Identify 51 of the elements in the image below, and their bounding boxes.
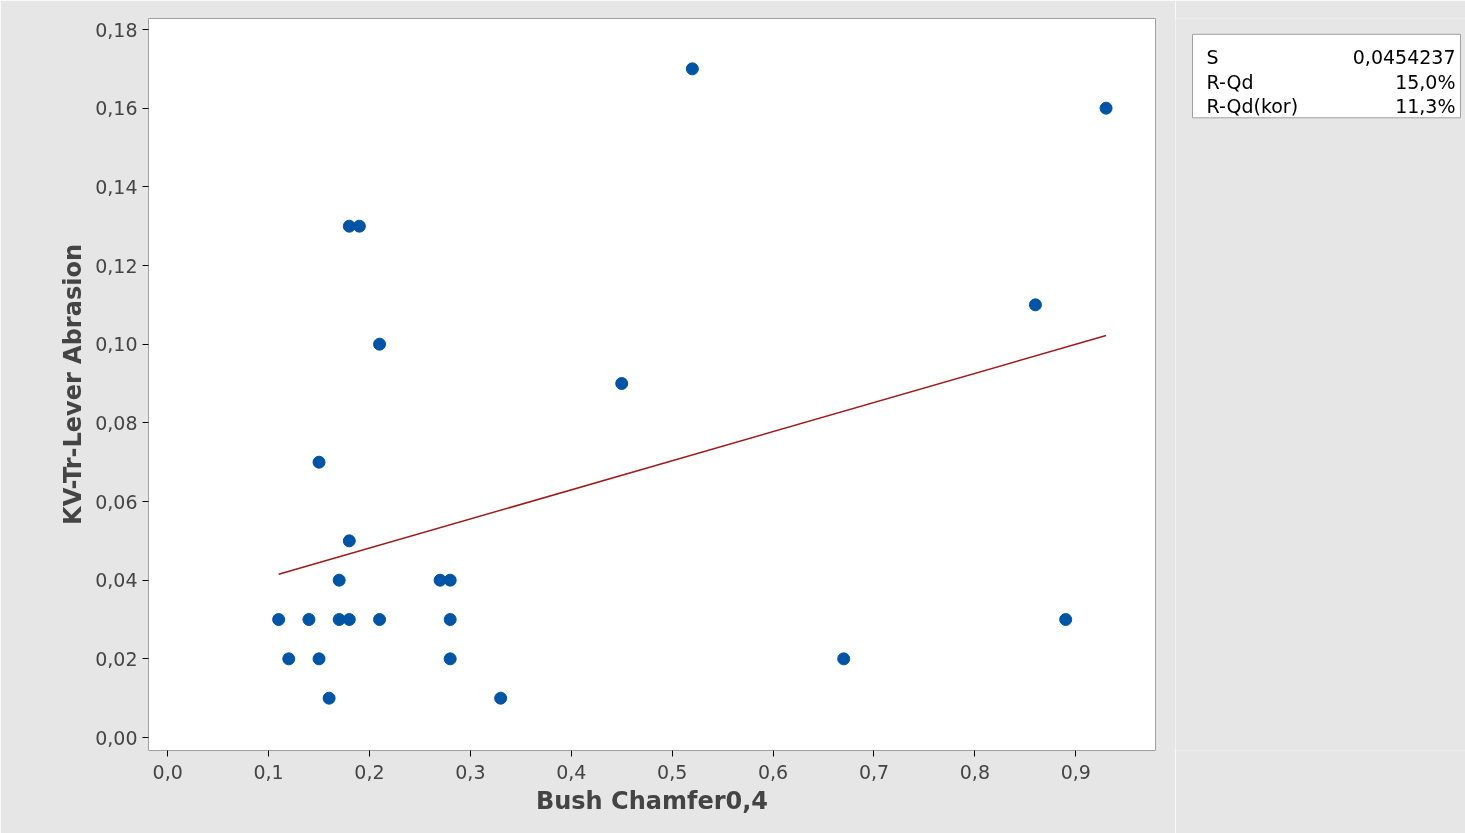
- y-tick-label: 0,14: [95, 175, 138, 198]
- y-tick-label: 0,12: [95, 254, 138, 277]
- text: 11,3%: [1395, 95, 1456, 118]
- point: [332, 573, 346, 587]
- point: [302, 613, 316, 627]
- x-tick-label: 0,7: [858, 760, 890, 783]
- x-tick-label: 0,0: [152, 760, 183, 783]
- text: S: [1206, 46, 1219, 69]
- point: [443, 652, 457, 666]
- y-tick-label: 0,02: [95, 647, 138, 670]
- y-tick-label: 0,06: [95, 490, 138, 513]
- point: [282, 652, 296, 666]
- point: [837, 652, 851, 666]
- point: [373, 337, 387, 351]
- text: 15,0%: [1395, 70, 1456, 93]
- x-tick-label: 0,4: [556, 760, 587, 783]
- y-tick-label: 0,18: [95, 18, 138, 41]
- y-tick-label: 0,16: [95, 97, 138, 120]
- x-tick-label: 0,8: [959, 760, 990, 783]
- x-tick-label: 0,2: [354, 760, 385, 783]
- point: [615, 377, 629, 390]
- x-tick-label: 0,1: [253, 760, 284, 783]
- text: R-Qd(kor): [1206, 95, 1299, 118]
- x-tick-label: 0,6: [757, 760, 789, 783]
- x-tick-label: 0,3: [455, 760, 486, 783]
- point: [373, 613, 387, 627]
- y-tick-label: 0,10: [95, 333, 138, 356]
- point: [443, 613, 457, 627]
- point: [443, 573, 457, 587]
- x-tick-label: 0,9: [1060, 760, 1091, 783]
- text: 0,0454237: [1352, 46, 1456, 69]
- point: [342, 534, 356, 548]
- x-tick-label: 0,5: [657, 760, 688, 783]
- y-tick-label: 0,00: [95, 726, 138, 749]
- point: [322, 691, 336, 705]
- point: [312, 652, 326, 666]
- point: [685, 62, 699, 76]
- point: [1099, 101, 1113, 115]
- x-axis-title: Bush Chamfer0,4: [535, 786, 769, 815]
- y-tick-label: 0,08: [95, 411, 138, 434]
- point: [342, 613, 356, 627]
- point: [1028, 298, 1042, 312]
- point: [433, 573, 447, 587]
- point: [494, 691, 508, 705]
- text: R-Qd: [1206, 70, 1254, 93]
- y-tick-label: 0,04: [95, 569, 138, 592]
- point: [272, 613, 286, 627]
- point: [352, 219, 366, 233]
- y-axis-title: KV-Tr-Lever Abrasion: [59, 244, 88, 525]
- point: [312, 455, 326, 469]
- point: [1059, 613, 1073, 627]
